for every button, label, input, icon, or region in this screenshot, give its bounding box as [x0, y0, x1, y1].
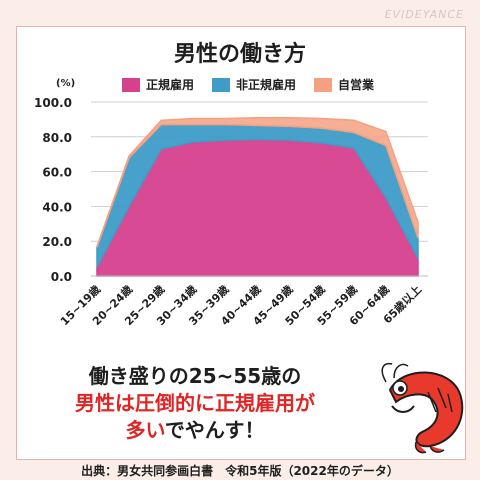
message-emphasis: 多い [125, 418, 165, 442]
y-tick-label: 20.0 [42, 235, 72, 249]
y-axis-unit: (%) [56, 78, 76, 89]
y-tick-label: 80.0 [42, 131, 72, 145]
legend-swatch-nonregular [212, 77, 231, 92]
message-line-1: 働き盛りの25~55歳の [88, 364, 302, 388]
legend-swatch-regular [122, 77, 140, 92]
legend-label-self-employed: 自営業 [338, 78, 375, 92]
y-tick-label: 60.0 [42, 166, 72, 180]
y-tick-label: 0.0 [51, 270, 72, 284]
chart-title: 男性の働き方 [173, 42, 306, 67]
area-self-employed [96, 116, 419, 248]
legend-label-nonregular: 非正規雇用 [236, 78, 297, 92]
message-line-3-tail: でやんす！ [164, 418, 265, 442]
message-line-3: 多いでやんす！ [0, 418, 390, 442]
legend-item-self-employed: 自営業 [314, 76, 374, 93]
watermark: EVIDEYANCE [384, 8, 464, 21]
message-line-2: 男性は圧倒的に正規雇用が [75, 391, 315, 415]
y-tick-label: 40.0 [42, 200, 72, 214]
legend-label-regular: 正規雇用 [146, 78, 195, 92]
shrimp-mascot-icon [381, 362, 464, 454]
legend-item-regular: 正規雇用 [122, 76, 194, 93]
y-tick-label: 100.0 [34, 96, 72, 110]
source-note: 出典：男女共同参画白書 令和5年版（2022年のデータ） [81, 464, 399, 478]
legend-swatch-self-employed [314, 77, 333, 92]
legend-item-nonregular: 非正規雇用 [212, 76, 296, 93]
legend: 正規雇用 非正規雇用 自営業 [122, 76, 374, 93]
